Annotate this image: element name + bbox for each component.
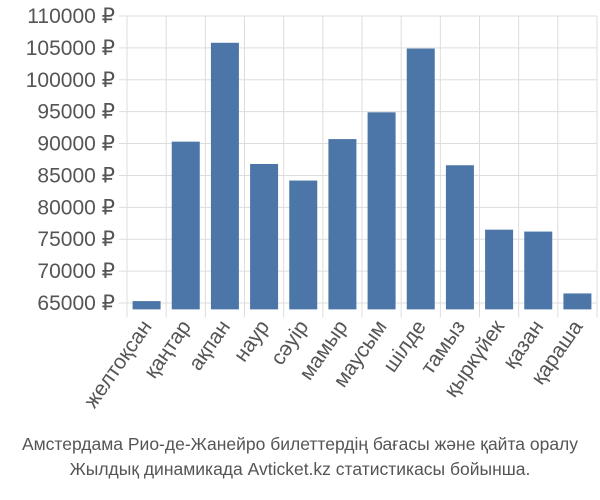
bar-9 [445, 165, 474, 310]
y-tick-label: 70000 ₽ [37, 260, 115, 283]
y-axis-tick-labels: 65000 ₽ 70000 ₽ 75000 ₽ 80000 ₽ 85000 ₽ 90000… [26, 5, 115, 315]
y-tick-label: 105000 ₽ [26, 37, 115, 60]
bar-12 [563, 293, 592, 310]
y-tick-label: 85000 ₽ [37, 164, 115, 187]
y-tick-label: 80000 ₽ [37, 196, 115, 219]
x-tick-label: ақпан [184, 316, 235, 375]
y-tick-label: 65000 ₽ [37, 292, 115, 315]
bar-chart: 65000 ₽ 70000 ₽ 75000 ₽ 80000 ₽ 85000 ₽ 90000… [26, 5, 598, 412]
bar-11 [524, 231, 553, 310]
bar-1 [132, 301, 161, 310]
bar-6 [328, 139, 357, 310]
bar-5 [289, 180, 318, 310]
bar-10 [485, 229, 514, 310]
chart-caption-line-2: Жылдық динамикада Avticket.kz статистика… [69, 459, 531, 479]
y-tick-label: 95000 ₽ [37, 101, 115, 124]
y-tick-label: 110000 ₽ [27, 5, 115, 28]
bar-4 [250, 163, 279, 310]
bars [132, 42, 592, 310]
y-tick-label: 75000 ₽ [37, 228, 115, 251]
bar-3 [210, 42, 239, 310]
x-axis-tick-labels: желтоқсанқаңтарақпаннаурсәуірмамырмаусым… [80, 315, 588, 412]
y-tick-label: 100000 ₽ [26, 69, 115, 92]
x-tick-label: наур [230, 316, 275, 366]
y-tick-label: 90000 ₽ [37, 133, 115, 156]
bar-8 [406, 48, 435, 310]
bar-7 [367, 112, 396, 310]
bar-2 [171, 141, 200, 310]
chart-caption-line-1: Амстердама Рио-де-Жанейро билеттердің ба… [21, 434, 579, 454]
